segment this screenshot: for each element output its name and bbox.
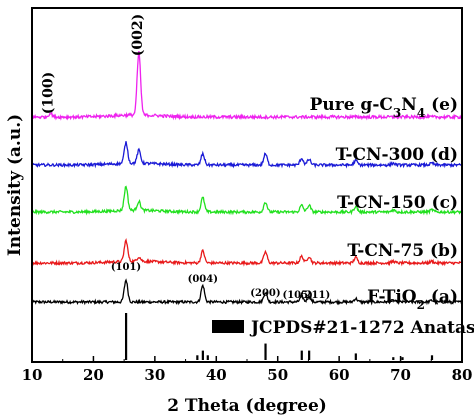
x-tick-label: 30 — [144, 366, 165, 384]
series-label: T-CN-150 (c) — [337, 193, 458, 213]
series-line — [31, 238, 463, 267]
x-tick-label: 70 — [390, 366, 411, 384]
peak-annotation: (105) — [282, 290, 312, 301]
reference-line — [392, 357, 395, 360]
x-tick-label: 20 — [83, 366, 104, 384]
reference-line — [354, 353, 357, 360]
peak-annotation: (004) — [188, 274, 218, 285]
peak-annotation: (002) — [130, 14, 146, 56]
series-line — [31, 185, 463, 216]
x-tick-label: 10 — [22, 366, 43, 384]
reference-line — [201, 350, 204, 360]
series-label: T-CN-300 (d) — [336, 145, 458, 165]
reference-line — [124, 313, 128, 360]
reference-legend-swatch — [212, 320, 244, 333]
series-label: T-CN-75 (b) — [347, 241, 458, 261]
peak-annotation: (200) — [250, 288, 280, 299]
reference-line — [206, 355, 209, 360]
x-tick-label: 50 — [267, 366, 288, 384]
reference-line — [308, 350, 311, 360]
series-line — [31, 278, 463, 306]
reference-line — [196, 355, 199, 360]
peak-annotation: (100) — [40, 72, 56, 114]
series-label: F-TiO2 (a) — [367, 287, 458, 312]
series-label: Pure g-C3N4 (e) — [310, 95, 458, 120]
reference-legend-label: JCPDS#21-1272 Anatase — [249, 318, 474, 338]
x-tick-label: 60 — [329, 366, 350, 384]
x-axis-ticks: 10 20 30 40 50 60 70 80 — [22, 356, 473, 384]
peak-annotation: (101) — [111, 262, 141, 273]
x-tick-label: 40 — [206, 366, 227, 384]
series-line — [31, 141, 463, 169]
x-axis-title: 2 Theta (degree) — [167, 396, 327, 416]
peak-annotation: (211) — [300, 290, 330, 301]
reference-line — [264, 343, 267, 360]
plot-frame — [31, 7, 463, 363]
x-tick-label: 80 — [452, 366, 473, 384]
y-axis-title: Intensity (a.u.) — [5, 114, 25, 256]
reference-line — [300, 350, 303, 360]
series-line — [31, 51, 463, 121]
reference-line — [430, 355, 434, 360]
reference-line — [401, 357, 404, 360]
plot-area: F-TiO2 (a) T-CN-75 (b) T-CN-150 (c) T-CN-30… — [31, 14, 474, 360]
